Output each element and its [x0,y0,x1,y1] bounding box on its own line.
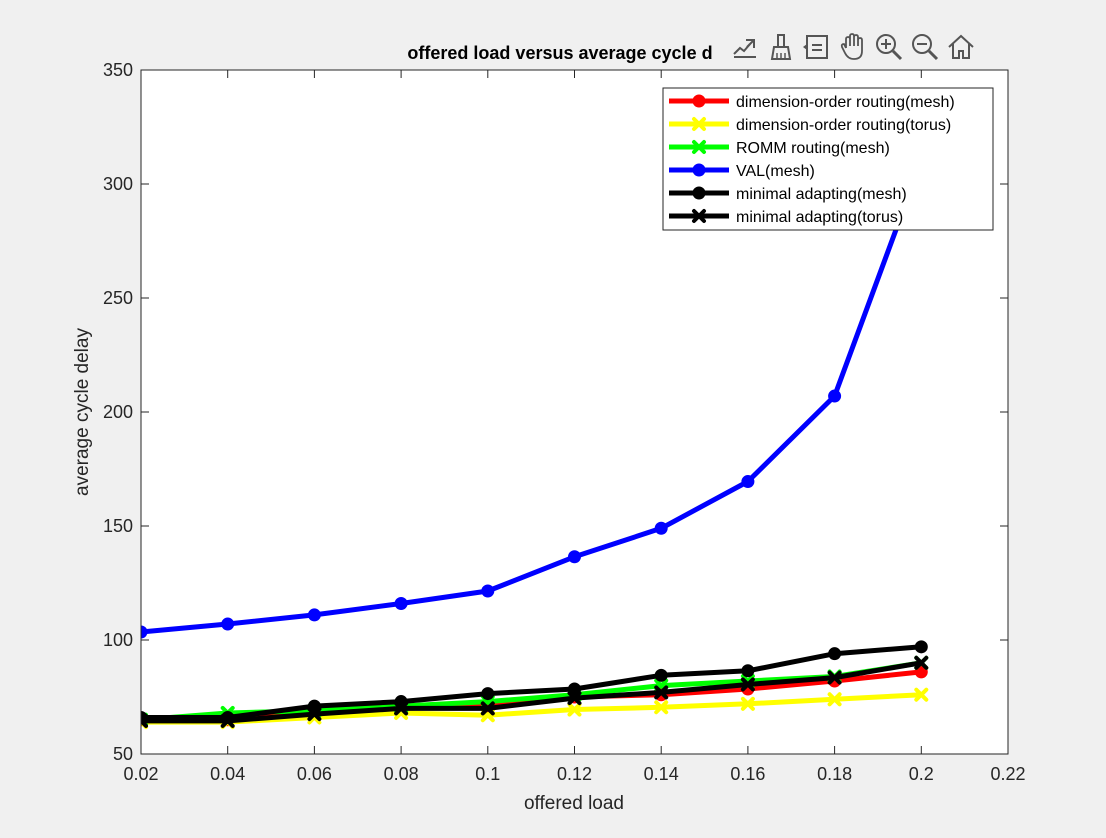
legend[interactable]: dimension-order routing(mesh) dimension-o… [662,87,994,231]
legend-box [662,87,994,231]
y-tick-label: 100 [103,630,133,650]
data-point[interactable] [481,687,495,701]
series-line[interactable] [141,160,924,635]
data-point[interactable] [692,163,706,177]
y-tick-label: 300 [103,174,133,194]
x-tick-label: 0.04 [210,764,245,784]
brush-button[interactable] [764,29,798,65]
data-point[interactable] [827,692,842,707]
data-point[interactable] [692,209,706,223]
data-point[interactable] [307,707,322,722]
x-tick-label: 0.2 [909,764,934,784]
legend-item[interactable]: ROMM routing(mesh) [669,140,890,157]
legend-label: minimal adapting(torus) [736,209,903,226]
x-tick-label: 0.14 [644,764,679,784]
series-5[interactable] [136,655,929,728]
x-tick-label: 0.02 [123,764,158,784]
zoom-out-button[interactable] [908,29,942,65]
data-point[interactable] [828,647,842,661]
series-3[interactable] [135,154,928,639]
y-tick-label: 50 [113,744,133,764]
data-point[interactable] [394,597,408,611]
zoom-out-icon [912,34,939,61]
series-line[interactable] [141,644,922,720]
data-point[interactable] [394,701,409,716]
data-point[interactable] [654,700,669,715]
legend-label: ROMM routing(mesh) [736,140,890,157]
y-tick-label: 350 [103,60,133,80]
data-point[interactable] [828,389,842,403]
datatip-icon [803,35,828,59]
y-tick-label: 250 [103,288,133,308]
x-tick-label: 0.12 [557,764,592,784]
home-icon [948,34,974,59]
data-point[interactable] [827,670,842,685]
data-point[interactable] [692,94,706,108]
x-tick-label: 0.08 [384,764,419,784]
data-point[interactable] [692,186,706,200]
brush-icon [770,34,792,60]
data-point[interactable] [740,677,755,692]
data-point[interactable] [740,696,755,711]
zoom-in-icon [876,34,903,61]
datatip-button[interactable] [800,29,834,65]
y-axis: 50 100 150 200 250 300 350 [103,60,1008,764]
data-point[interactable] [914,687,929,702]
data-point[interactable] [480,701,495,716]
data-point[interactable] [692,140,706,154]
legend-label: minimal adapting(mesh) [736,186,907,203]
y-tick-label: 150 [103,516,133,536]
data-point[interactable] [567,702,582,717]
legend-item[interactable]: minimal adapting(torus) [669,209,903,226]
data-point[interactable] [692,117,706,131]
home-button[interactable] [944,29,978,65]
data-point[interactable] [914,640,928,654]
data-point[interactable] [568,550,581,564]
data-point[interactable] [741,664,755,678]
y-axis-label: average cycle delay [72,328,93,496]
data-point[interactable] [914,655,929,670]
chart-title: offered load versus average cycle d [407,43,712,63]
data-point[interactable] [481,584,495,598]
series-line[interactable] [141,660,922,724]
x-tick-label: 0.1 [475,764,500,784]
axes-toolbar [728,28,978,66]
data-point[interactable] [307,608,321,622]
data-point[interactable] [135,625,148,639]
data-point[interactable] [741,475,755,489]
x-axis: 0.02 0.04 0.06 0.08 0.1 0.12 0.14 0.16 0.18 0.2 0.… [123,70,1026,784]
x-axis-label: offered load [524,793,624,814]
plot-area[interactable] [135,154,929,730]
zoom-in-button[interactable] [872,29,906,65]
data-point[interactable] [568,682,581,696]
data-point[interactable] [654,668,668,682]
x-tick-label: 0.06 [297,764,332,784]
data-point[interactable] [567,691,582,706]
x-tick-label: 0.18 [817,764,852,784]
data-point[interactable] [654,685,669,700]
data-point[interactable] [221,617,235,631]
legend-item[interactable]: dimension-order routing(torus) [669,117,951,134]
legend-label: dimension-order routing(torus) [736,117,951,134]
legend-item[interactable]: minimal adapting(mesh) [669,186,907,203]
data-point[interactable] [136,713,148,728]
x-tick-label: 0.16 [730,764,765,784]
export-icon [733,39,756,58]
legend-label: dimension-order routing(mesh) [736,94,955,111]
export-button[interactable] [728,29,762,65]
pan-icon [840,33,863,60]
data-point[interactable] [914,665,928,679]
y-tick-label: 200 [103,402,133,422]
data-point[interactable] [220,713,235,728]
data-point[interactable] [654,521,668,535]
x-tick-label: 0.22 [990,764,1025,784]
legend-item[interactable]: dimension-order routing(mesh) [669,94,955,111]
pan-button[interactable] [836,29,870,65]
legend-item[interactable]: VAL(mesh) [669,163,815,180]
legend-label: VAL(mesh) [736,163,815,180]
